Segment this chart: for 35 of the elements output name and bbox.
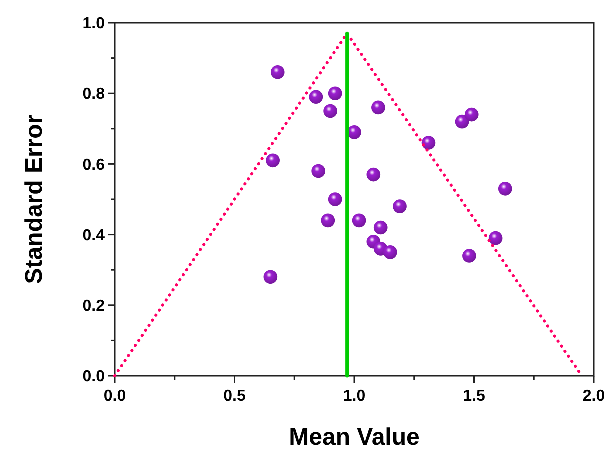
point bbox=[498, 182, 512, 196]
y-tick-label: 0.8 bbox=[82, 86, 106, 104]
y-tick-label: 0.4 bbox=[82, 227, 106, 244]
point bbox=[270, 66, 285, 80]
point bbox=[264, 270, 278, 284]
point bbox=[393, 200, 407, 214]
point bbox=[488, 231, 503, 246]
x-tick-label: 1.5 bbox=[463, 388, 486, 405]
point bbox=[374, 220, 388, 235]
point bbox=[312, 164, 326, 178]
point bbox=[321, 214, 336, 228]
point bbox=[348, 126, 362, 140]
x-tick-label: 1.0 bbox=[343, 388, 366, 405]
y-tick-label: 0.2 bbox=[82, 298, 106, 315]
point bbox=[328, 86, 342, 100]
point bbox=[422, 136, 436, 150]
x-tick-label: 0.5 bbox=[224, 388, 246, 405]
y-tick-label: 0.6 bbox=[82, 156, 106, 174]
y-axis-title: Standard Error bbox=[21, 114, 48, 284]
point bbox=[462, 249, 476, 263]
point bbox=[384, 246, 398, 260]
y-tick-label: 1.0 bbox=[82, 16, 106, 33]
point bbox=[455, 114, 470, 129]
point bbox=[324, 104, 338, 118]
x-axis-title: Mean Value bbox=[289, 424, 420, 451]
y-tick-label: 0.0 bbox=[82, 368, 106, 386]
point bbox=[266, 154, 280, 168]
point bbox=[464, 108, 479, 122]
x-tick-label: 2.0 bbox=[582, 388, 606, 405]
x-tick-label: 0.0 bbox=[104, 388, 126, 405]
point bbox=[309, 90, 324, 104]
point bbox=[328, 192, 342, 206]
point bbox=[352, 214, 366, 228]
point bbox=[372, 100, 386, 115]
point bbox=[366, 168, 381, 182]
